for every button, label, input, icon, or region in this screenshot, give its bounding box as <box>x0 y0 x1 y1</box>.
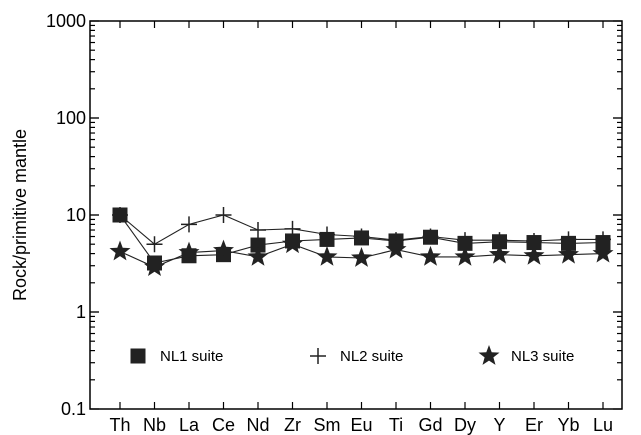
y-axis-label: Rock/primitive mantle <box>10 129 30 301</box>
data-point-series-3 <box>420 245 441 266</box>
x-tick-label: Ti <box>389 415 403 435</box>
legend-marker-3 <box>478 345 500 365</box>
y-tick-label: 1 <box>76 302 86 322</box>
data-point-series-3 <box>178 241 200 262</box>
x-tick-label: Er <box>525 415 543 435</box>
data-point-series-3 <box>523 244 545 265</box>
y-tick-labels: 0.1 1 10 100 1000 <box>46 11 86 419</box>
y-tick-label: 1000 <box>46 11 86 31</box>
data-point-series-3 <box>109 240 131 261</box>
data-point-series-3 <box>351 247 372 267</box>
data-point-series-2 <box>112 207 128 223</box>
data-point-series-2 <box>250 222 266 239</box>
legend-marker-2 <box>310 348 326 364</box>
data-point-series-2 <box>353 228 370 245</box>
data-point-series-3 <box>282 233 303 254</box>
data-point-series-3 <box>489 243 510 264</box>
x-tick-label: Zr <box>284 415 301 435</box>
series-markers <box>109 207 614 276</box>
data-point-series-3 <box>144 256 165 276</box>
y-tick-label: 0.1 <box>61 399 86 419</box>
legend-marker-1 <box>130 348 146 364</box>
data-point-series-3 <box>385 238 407 259</box>
data-point-series-2 <box>422 228 439 245</box>
y-tick-label: 10 <box>66 205 86 225</box>
x-tick-label: Lu <box>593 415 613 435</box>
x-tick-label: Ce <box>212 415 235 435</box>
legend-label-2: NL2 suite <box>340 348 403 365</box>
x-tick-label: Sm <box>314 415 341 435</box>
data-point-series-3 <box>558 243 579 264</box>
y-tick-label: 100 <box>56 108 86 128</box>
data-point-series-3 <box>592 242 614 263</box>
axis-ticks <box>90 20 622 410</box>
x-tick-label: La <box>179 415 200 435</box>
data-point-series-2 <box>457 232 473 249</box>
data-point-series-1 <box>250 237 266 253</box>
x-tick-label: Y <box>493 415 505 435</box>
x-tick-label: Dy <box>454 415 476 435</box>
x-tick-label: Gd <box>418 415 442 435</box>
data-point-series-2 <box>181 216 197 233</box>
legend-label-1: NL1 suite <box>160 348 223 365</box>
legend-label-3: NL3 suite <box>511 348 574 365</box>
x-tick-label: Eu <box>350 415 372 435</box>
x-tick-label: Nb <box>143 415 166 435</box>
data-point-series-3 <box>247 245 269 266</box>
data-point-series-2 <box>215 207 232 223</box>
legend: NL1 suite NL2 suite NL3 suite <box>130 345 574 365</box>
x-tick-label: Nd <box>246 415 269 435</box>
data-point-series-3 <box>454 245 476 266</box>
x-tick-label: Th <box>109 415 130 435</box>
data-point-series-2 <box>319 226 335 243</box>
data-point-series-3 <box>316 245 338 266</box>
data-point-series-2 <box>146 236 163 253</box>
x-tick-label: Yb <box>557 415 579 435</box>
data-point-series-3 <box>213 239 234 260</box>
x-tick-labels: Th Nb La Ce Nd Zr Sm Eu Ti Gd Dy Y Er Yb Lu <box>109 415 613 435</box>
